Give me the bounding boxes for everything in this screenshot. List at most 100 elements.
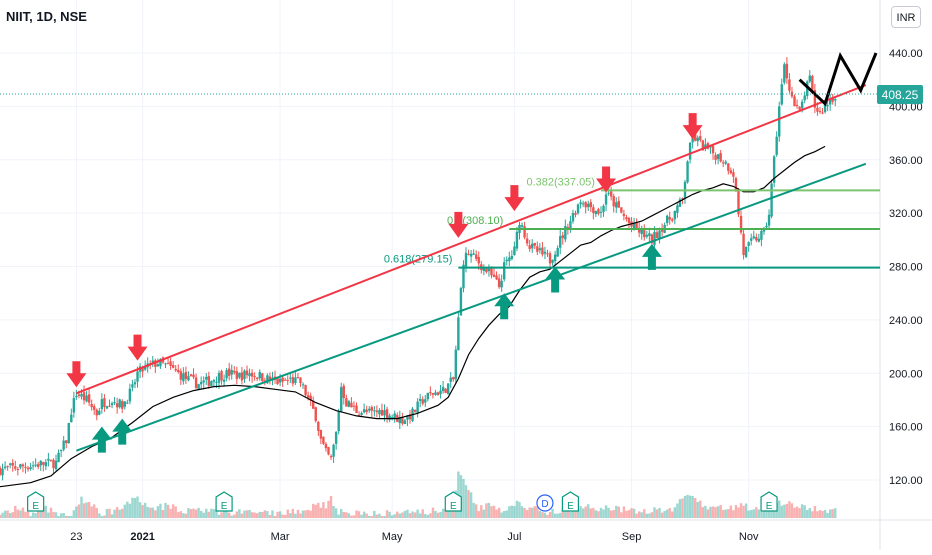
volume-bars — [0, 471, 837, 518]
candle-body — [477, 256, 480, 264]
candle-body — [711, 145, 715, 154]
volume-bar — [439, 511, 442, 518]
candle-body — [798, 106, 801, 110]
currency-button[interactable]: INR — [891, 6, 921, 28]
volume-bar — [319, 507, 323, 518]
volume-bar — [609, 510, 613, 518]
candle-body — [635, 223, 638, 230]
volume-bar — [739, 503, 743, 518]
candle-body — [485, 268, 488, 273]
volume-bar — [347, 513, 351, 518]
candle-body — [352, 405, 356, 407]
volume-bar — [513, 506, 516, 518]
candle-body — [508, 257, 511, 262]
volume-bar — [520, 506, 524, 518]
candle-body — [375, 410, 379, 413]
candle-body — [75, 395, 78, 398]
candle-body — [253, 376, 256, 378]
volume-bar — [233, 514, 236, 518]
candle-body — [821, 112, 824, 114]
candle-body — [207, 376, 211, 386]
volume-bar — [757, 509, 761, 518]
candle-body — [385, 409, 389, 419]
candle-body — [495, 275, 498, 280]
candle-body — [597, 209, 600, 214]
volume-bar — [161, 510, 165, 518]
volume-bar — [390, 515, 394, 518]
candle-body — [523, 226, 526, 238]
volume-bar — [342, 511, 345, 518]
candle-body — [722, 162, 725, 164]
candle-body — [174, 368, 177, 371]
candle-body — [808, 75, 811, 82]
time-tick-label: 23 — [70, 531, 82, 543]
candle-body — [301, 384, 305, 386]
volume-bar — [536, 506, 539, 518]
volume-bar — [418, 513, 422, 518]
volume-bar — [65, 515, 68, 518]
candle-body — [284, 379, 287, 381]
price-tick-label: 440.00 — [889, 48, 923, 60]
candle-body — [238, 372, 241, 378]
candle-body — [650, 234, 654, 244]
volume-bar — [401, 512, 404, 518]
volume-bar — [217, 514, 221, 518]
volume-bar — [118, 509, 121, 518]
candle-body — [655, 232, 659, 239]
volume-bar — [678, 499, 682, 518]
volume-bar — [227, 512, 231, 518]
candle-body — [737, 189, 740, 215]
volume-bar — [72, 510, 76, 518]
volume-bar — [263, 510, 267, 518]
volume-bar — [3, 510, 7, 518]
time-axis: 23 2021 Mar May Jul Sep Nov — [70, 531, 759, 543]
candle-body — [543, 251, 547, 254]
volume-bar — [602, 509, 605, 518]
candle-body — [289, 377, 292, 379]
volume-bar — [831, 509, 834, 518]
volume-bar — [317, 502, 320, 518]
price-tick-label: 200.00 — [889, 368, 923, 380]
candle-body — [164, 363, 167, 365]
volume-bar — [340, 509, 343, 518]
candle-body — [462, 264, 465, 289]
candle-body — [668, 216, 671, 220]
volume-bar — [424, 513, 427, 518]
candle-body — [592, 207, 595, 213]
symbol-title[interactable]: NIIT, 1D, NSE — [6, 9, 87, 24]
volume-bar — [408, 513, 412, 518]
volume-bar — [495, 509, 498, 518]
volume-bar — [128, 503, 132, 518]
time-tick-label: Sep — [622, 531, 642, 543]
candle-body — [143, 365, 147, 370]
volume-bar — [87, 501, 91, 518]
candle-body — [503, 262, 506, 280]
candle-body — [714, 155, 717, 160]
candle-body — [492, 274, 496, 277]
volume-bar — [306, 509, 310, 518]
volume-bar — [164, 502, 167, 518]
candle-body — [531, 243, 534, 249]
earnings-marker-label: E — [32, 501, 39, 512]
candle-body — [823, 104, 827, 113]
volume-bar — [301, 510, 305, 518]
volume-bar — [110, 514, 114, 518]
candle-body — [780, 84, 783, 105]
volume-bar — [329, 495, 333, 518]
candle-body — [742, 233, 745, 256]
candle-body — [441, 387, 445, 392]
volume-bar — [151, 507, 154, 518]
volume-bar — [500, 512, 503, 518]
volume-bar — [159, 503, 162, 518]
candle-body — [457, 317, 460, 351]
volume-bar — [370, 516, 373, 518]
volume-bar — [469, 492, 473, 518]
candle-body — [574, 213, 577, 215]
volume-bar — [123, 504, 126, 518]
candle-body — [291, 377, 295, 384]
volume-bar — [472, 502, 475, 518]
candle-body — [709, 146, 712, 148]
